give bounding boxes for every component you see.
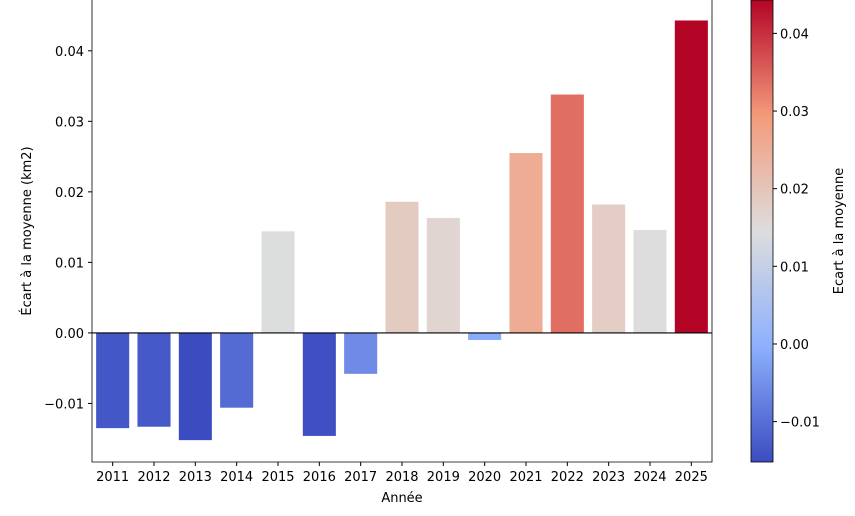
x-tick-label: 2022 (551, 470, 584, 485)
bar-2023 (592, 204, 626, 333)
x-tick-label: 2025 (675, 470, 708, 485)
y-tick-label: 0.00 (55, 327, 84, 342)
y-tick-label: 0.04 (55, 45, 84, 60)
colorbar-tick-label: 0.02 (780, 183, 809, 198)
bar-2021 (509, 153, 543, 333)
bar-2020 (468, 332, 502, 340)
bar-2014 (220, 332, 254, 408)
y-tick-label: 0.01 (55, 256, 84, 271)
colorbar-ticks: −0.01 0.00 0.01 0.02 0.03 0.04 (773, 27, 820, 431)
x-tick-label: 2021 (509, 470, 542, 485)
bar-2024 (633, 229, 667, 333)
x-tick-label: 2015 (261, 470, 294, 485)
bar-2016 (302, 332, 336, 436)
bar-2013 (178, 332, 212, 441)
bar-2017 (344, 332, 378, 374)
colorbar-tick-label: 0.00 (780, 338, 809, 353)
y-axis-label: Écart à la moyenne (km2) (19, 146, 35, 315)
x-tick-label: 2017 (344, 470, 377, 485)
colorbar-tick-label: −0.01 (780, 416, 820, 431)
colorbar-tick-label: 0.01 (780, 260, 809, 275)
colorbar-tick-label: 0.04 (780, 27, 809, 42)
x-tick-label: 2013 (179, 470, 212, 485)
bar-2019 (426, 217, 460, 333)
x-tick-label: 2011 (96, 470, 129, 485)
y-tick-label: 0.02 (55, 186, 84, 201)
bar-2025 (674, 20, 708, 333)
axes: 2011 2012 2013 2014 2015 2016 2017 2018 2019 2020… (44, 0, 713, 485)
x-tick-label: 2024 (633, 470, 666, 485)
colorbar-tick-label: 0.03 (780, 105, 809, 120)
x-tick-label: 2014 (220, 470, 253, 485)
bar-2022 (550, 94, 584, 333)
colorbar-label: Ecart à la moyenne (832, 168, 847, 295)
x-tick-label: 2018 (385, 470, 418, 485)
x-tick-label: 2016 (303, 470, 336, 485)
bar-2011 (96, 332, 130, 429)
x-tick-label: 2023 (592, 470, 625, 485)
bar-2015 (261, 231, 295, 333)
axes-frame (91, 0, 713, 463)
y-tick-label: −0.01 (44, 397, 84, 412)
x-axis-label: Année (381, 491, 422, 506)
x-tick-label: 2020 (468, 470, 501, 485)
y-tick-label: 0.03 (55, 115, 84, 130)
x-tick-label: 2012 (137, 470, 170, 485)
bar-2012 (137, 332, 171, 427)
bars-group (96, 20, 708, 441)
x-tick-label: 2019 (427, 470, 460, 485)
colorbar (750, 0, 774, 463)
bar-2018 (385, 201, 419, 333)
